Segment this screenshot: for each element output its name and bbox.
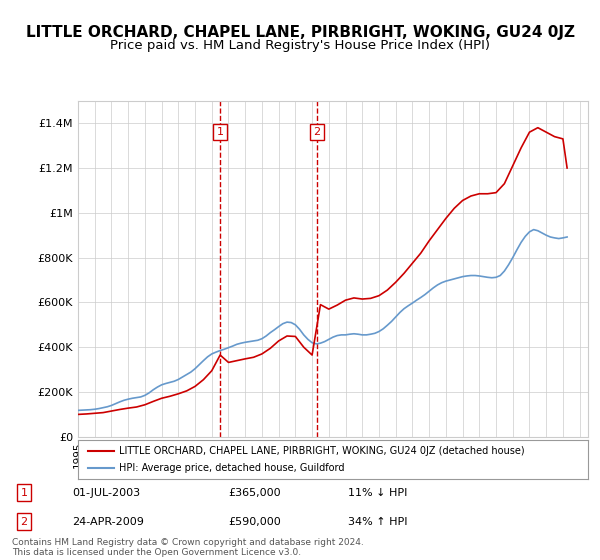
Text: 01-JUL-2003: 01-JUL-2003 bbox=[72, 488, 140, 497]
Text: 1: 1 bbox=[217, 127, 224, 137]
Text: LITTLE ORCHARD, CHAPEL LANE, PIRBRIGHT, WOKING, GU24 0JZ: LITTLE ORCHARD, CHAPEL LANE, PIRBRIGHT, … bbox=[25, 25, 575, 40]
Text: Contains HM Land Registry data © Crown copyright and database right 2024.
This d: Contains HM Land Registry data © Crown c… bbox=[12, 538, 364, 557]
Text: 24-APR-2009: 24-APR-2009 bbox=[72, 517, 144, 526]
Text: £365,000: £365,000 bbox=[228, 488, 281, 497]
Text: 34% ↑ HPI: 34% ↑ HPI bbox=[348, 517, 407, 526]
Text: £590,000: £590,000 bbox=[228, 517, 281, 526]
Text: 1: 1 bbox=[20, 488, 28, 497]
Text: Price paid vs. HM Land Registry's House Price Index (HPI): Price paid vs. HM Land Registry's House … bbox=[110, 39, 490, 52]
Text: 2: 2 bbox=[314, 127, 320, 137]
Text: HPI: Average price, detached house, Guildford: HPI: Average price, detached house, Guil… bbox=[119, 463, 344, 473]
Text: 11% ↓ HPI: 11% ↓ HPI bbox=[348, 488, 407, 497]
Text: 2: 2 bbox=[20, 517, 28, 526]
Text: LITTLE ORCHARD, CHAPEL LANE, PIRBRIGHT, WOKING, GU24 0JZ (detached house): LITTLE ORCHARD, CHAPEL LANE, PIRBRIGHT, … bbox=[119, 446, 524, 456]
